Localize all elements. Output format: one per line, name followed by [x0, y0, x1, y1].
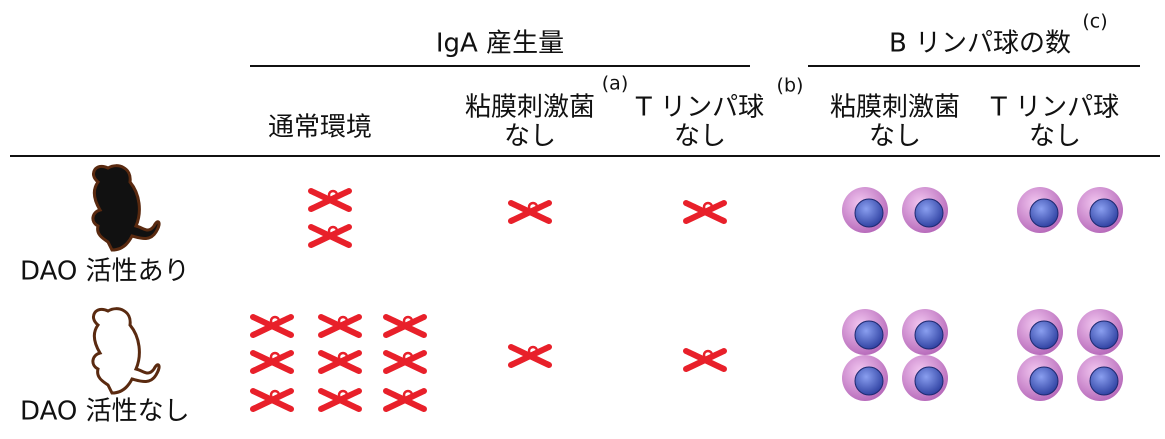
iga-icons [253, 191, 724, 409]
column-label: なし [504, 122, 556, 152]
column-label: なし [869, 122, 921, 152]
column-label: 粘膜刺激菌 [465, 93, 595, 123]
note: (c) [1082, 11, 1107, 33]
column-label: T リンパ球 [635, 93, 764, 123]
column-label: 粘膜刺激菌 [830, 93, 960, 123]
mouse-icon [91, 164, 161, 252]
row-label: DAO 活性あり [20, 257, 190, 287]
row-label: DAO 活性なし [20, 397, 190, 427]
mouse-icon [91, 307, 161, 395]
b-cell-icons [841, 186, 1124, 402]
note: (b) [777, 75, 804, 97]
group-label: B リンパ球の数 [889, 29, 1071, 59]
column-label: 通常環境 [268, 113, 372, 143]
column-label: T リンパ球 [990, 93, 1119, 123]
column-label: なし [1029, 122, 1081, 152]
note: (a) [602, 73, 628, 95]
group-label: IgA 産生量 [436, 29, 564, 59]
column-label: なし [674, 122, 726, 152]
